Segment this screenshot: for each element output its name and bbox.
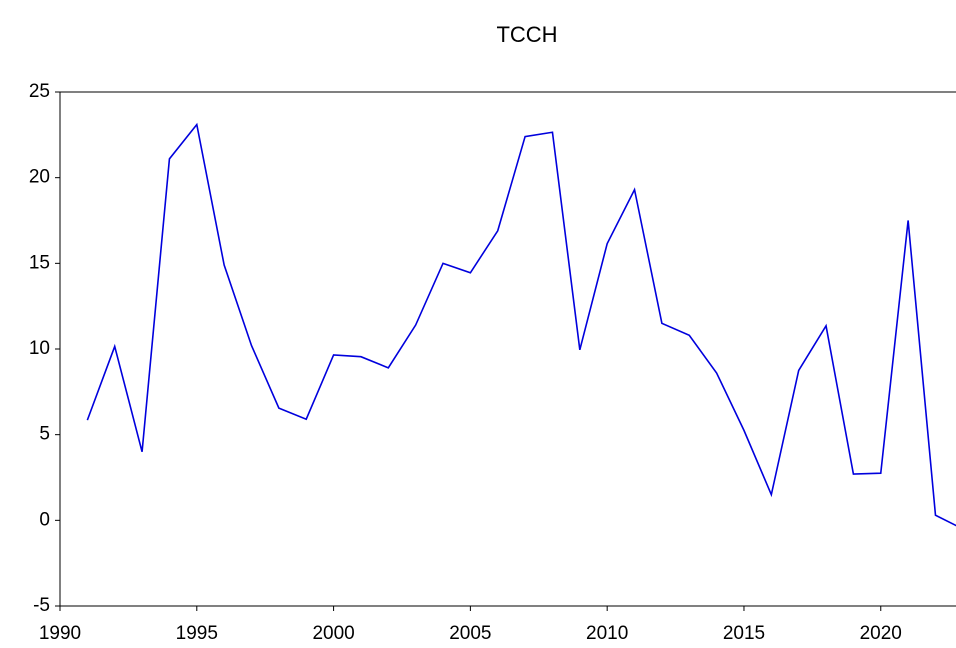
y-tick-label: 15 bbox=[29, 252, 50, 273]
x-tick-label: 1995 bbox=[176, 623, 218, 644]
x-tick-label: 2000 bbox=[312, 623, 354, 644]
y-tick-label: 10 bbox=[29, 338, 50, 359]
x-tick-label: 2015 bbox=[723, 623, 765, 644]
y-tick-label: 20 bbox=[29, 167, 50, 188]
chart-title: TCCH bbox=[496, 22, 557, 47]
data-line bbox=[86, 122, 956, 527]
y-tick-label: 5 bbox=[39, 424, 50, 445]
y-tick-label: -5 bbox=[33, 595, 50, 616]
x-tick-label: 2020 bbox=[860, 623, 902, 644]
x-tick-label: 1990 bbox=[39, 623, 81, 644]
x-tick-label: 2005 bbox=[449, 623, 491, 644]
y-tick-label: 25 bbox=[29, 81, 50, 102]
x-tick-label: 2010 bbox=[586, 623, 628, 644]
y-tick-label: 0 bbox=[39, 509, 50, 530]
